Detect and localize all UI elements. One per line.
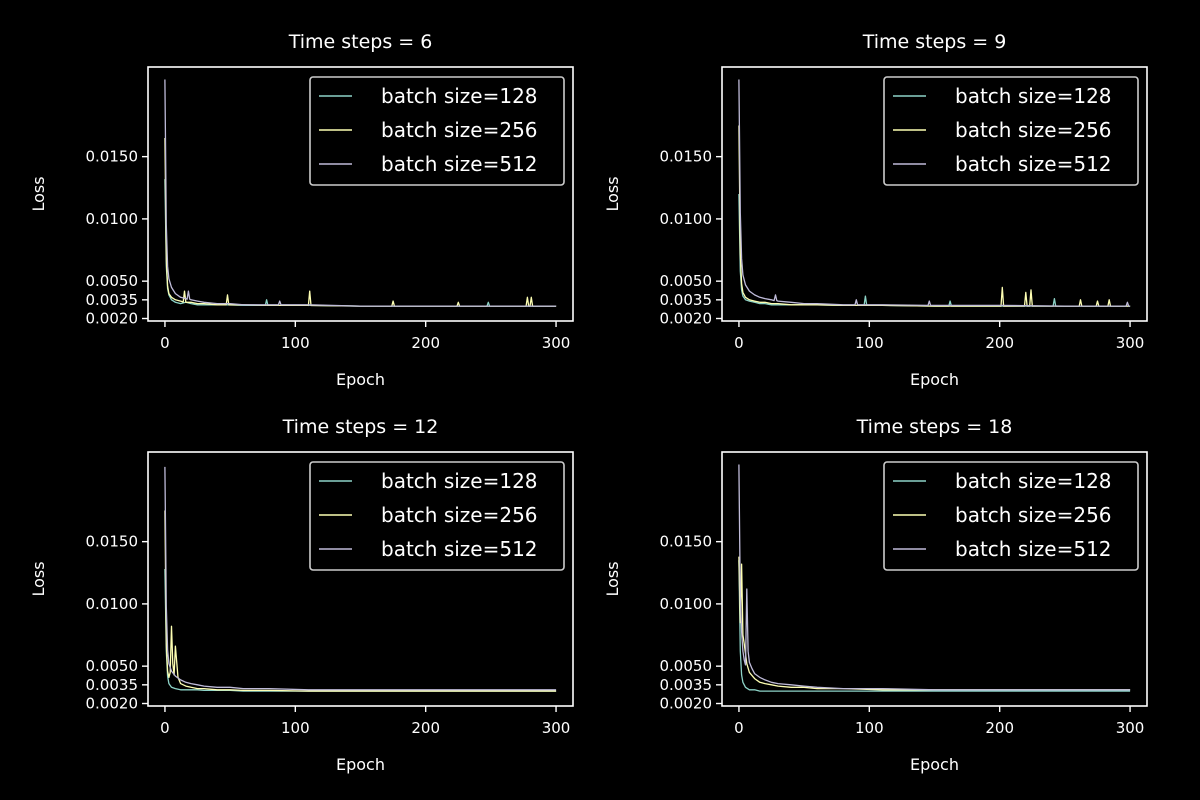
y-tick-label: 0.0020 [86, 310, 139, 328]
y-tick-label: 0.0150 [660, 148, 713, 166]
subplot-title: Time steps = 12 [282, 416, 439, 438]
legend: batch size=128 batch size=256 batch size=5… [309, 461, 565, 571]
legend-label: batch size=512 [955, 152, 1112, 176]
y-axis-label: Loss [29, 176, 48, 211]
legend: batch size=128 batch size=256 batch size=5… [309, 76, 565, 186]
y-tick-label: 0.0050 [86, 272, 139, 290]
x-tick-label: 0 [734, 719, 744, 737]
y-tick-label: 0.0100 [86, 595, 139, 613]
x-tick-label: 100 [281, 334, 310, 352]
y-tick-label: 0.0150 [86, 533, 139, 551]
legend-label: batch size=256 [381, 118, 538, 142]
x-tick-label: 100 [281, 719, 310, 737]
subplot-title: Time steps = 6 [288, 31, 433, 53]
subplot-title: Time steps = 18 [856, 416, 1013, 438]
y-tick-label: 0.0100 [660, 595, 713, 613]
legend-label: batch size=512 [381, 152, 538, 176]
y-tick-label: 0.0035 [660, 676, 713, 694]
x-tick-label: 200 [985, 719, 1014, 737]
x-tick-label: 0 [160, 719, 170, 737]
x-axis-label: Epoch [910, 370, 959, 389]
x-tick-label: 200 [411, 334, 440, 352]
series-line-3 [164, 466, 557, 691]
y-axis-label: Loss [29, 561, 48, 596]
x-tick-label: 300 [1116, 719, 1145, 737]
y-tick-label: 0.0020 [660, 695, 713, 713]
legend-label: batch size=256 [955, 118, 1112, 142]
series-group [164, 466, 557, 692]
axes-frame [147, 66, 574, 322]
y-tick-label: 0.0035 [86, 291, 139, 309]
legend-box [883, 461, 1139, 571]
legend-label: batch size=256 [955, 503, 1112, 527]
y-tick-label: 0.0020 [86, 695, 139, 713]
series-group [738, 464, 1131, 692]
y-tick-label: 0.0020 [660, 310, 713, 328]
series-group [164, 79, 557, 307]
x-tick-label: 100 [855, 719, 884, 737]
legend-box [309, 76, 565, 186]
legend-label: batch size=512 [381, 537, 538, 561]
legend-label: batch size=128 [955, 84, 1112, 108]
y-tick-label: 0.0035 [86, 676, 139, 694]
legend-label: batch size=128 [955, 469, 1112, 493]
y-tick-label: 0.0050 [660, 272, 713, 290]
y-axis-label: Loss [603, 561, 622, 596]
legend: batch size=128 batch size=256 batch size=5… [883, 76, 1139, 186]
y-tick-label: 0.0150 [660, 533, 713, 551]
legend-label: batch size=128 [381, 469, 538, 493]
x-tick-label: 300 [542, 719, 571, 737]
legend-label: batch size=256 [381, 503, 538, 527]
series-group [738, 79, 1131, 307]
axes-frame [721, 66, 1148, 322]
subplot-title: Time steps = 9 [862, 31, 1007, 53]
y-tick-label: 0.0050 [660, 657, 713, 675]
x-axis-label: Epoch [336, 370, 385, 389]
y-tick-label: 0.0150 [86, 148, 139, 166]
y-tick-label: 0.0100 [660, 210, 713, 228]
x-tick-label: 0 [160, 334, 170, 352]
x-axis-label: Epoch [910, 755, 959, 774]
y-axis-label: Loss [603, 176, 622, 211]
series-line-3 [738, 464, 1131, 691]
x-tick-label: 200 [411, 719, 440, 737]
x-tick-label: 100 [855, 334, 884, 352]
legend: batch size=128 batch size=256 batch size=5… [883, 461, 1139, 571]
y-tick-label: 0.0100 [86, 210, 139, 228]
x-axis-label: Epoch [336, 755, 385, 774]
axes-frame [721, 451, 1148, 707]
axes-frame [147, 451, 574, 707]
series-line-3 [164, 79, 557, 307]
x-tick-label: 0 [734, 334, 744, 352]
legend-label: batch size=512 [955, 537, 1112, 561]
legend-box [883, 76, 1139, 186]
x-tick-label: 200 [985, 334, 1014, 352]
legend-box [309, 461, 565, 571]
x-tick-label: 300 [542, 334, 571, 352]
series-line-1 [738, 560, 1131, 692]
series-line-2 [164, 510, 557, 692]
series-line-3 [738, 79, 1131, 307]
y-tick-label: 0.0035 [660, 291, 713, 309]
legend-label: batch size=128 [381, 84, 538, 108]
y-tick-label: 0.0050 [86, 657, 139, 675]
x-tick-label: 300 [1116, 334, 1145, 352]
